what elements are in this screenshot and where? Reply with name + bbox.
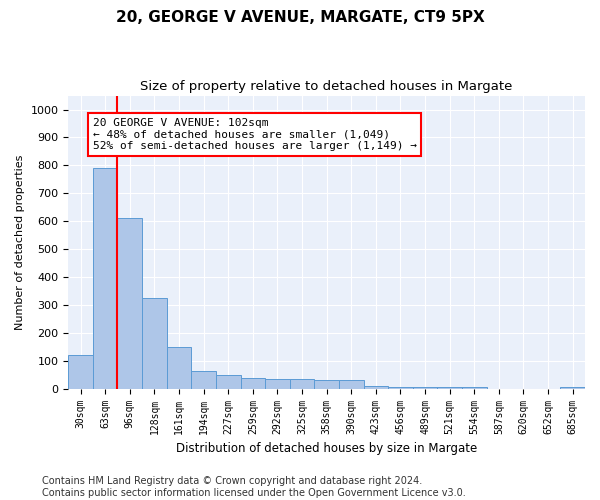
Bar	[68, 355, 93, 388]
Bar	[364, 386, 388, 388]
Bar	[314, 380, 339, 388]
Bar	[191, 370, 216, 388]
Bar	[339, 380, 364, 388]
Bar	[216, 374, 241, 388]
Text: 20, GEORGE V AVENUE, MARGATE, CT9 5PX: 20, GEORGE V AVENUE, MARGATE, CT9 5PX	[116, 10, 484, 25]
Bar	[290, 379, 314, 388]
Text: Contains HM Land Registry data © Crown copyright and database right 2024.
Contai: Contains HM Land Registry data © Crown c…	[42, 476, 466, 498]
Bar	[93, 168, 118, 388]
Bar	[167, 347, 191, 389]
Title: Size of property relative to detached houses in Margate: Size of property relative to detached ho…	[140, 80, 513, 93]
Bar	[241, 378, 265, 388]
Y-axis label: Number of detached properties: Number of detached properties	[15, 154, 25, 330]
X-axis label: Distribution of detached houses by size in Margate: Distribution of detached houses by size …	[176, 442, 477, 455]
Bar	[118, 218, 142, 388]
Bar	[265, 379, 290, 388]
Text: 20 GEORGE V AVENUE: 102sqm
← 48% of detached houses are smaller (1,049)
52% of s: 20 GEORGE V AVENUE: 102sqm ← 48% of deta…	[93, 118, 417, 151]
Bar	[142, 298, 167, 388]
